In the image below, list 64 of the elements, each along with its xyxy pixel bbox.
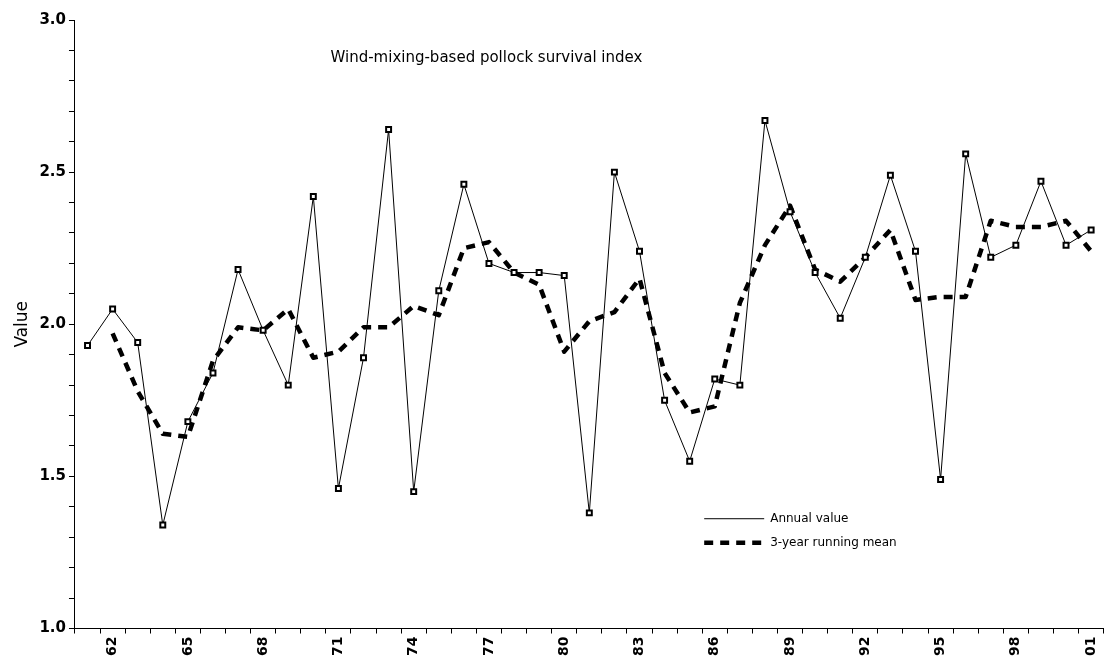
point [510,269,518,277]
x-tick-label: 95 [931,636,948,656]
x-tick-label: 65 [178,636,195,656]
point [711,375,719,383]
point [184,418,192,426]
point [912,247,919,255]
point [886,171,894,179]
legend-label: Annual value [770,510,849,525]
x-tick-label: 01 [1081,636,1098,656]
point [460,180,468,188]
y-tick-label: 2.0 [39,314,66,333]
point [937,475,945,483]
point [736,381,744,389]
x-tick-label: 86 [705,636,722,656]
y-tick-label: 1.5 [39,466,66,485]
y-tick-label: 1.0 [39,618,66,637]
point [159,521,167,529]
point [259,326,267,334]
y-tick-label: 2.5 [39,162,66,181]
x-tick-label: 98 [1006,636,1023,656]
x-tick-label: 92 [855,636,872,656]
point [309,193,317,200]
point [636,247,643,255]
x-tick-label: 62 [103,636,120,656]
point [1012,241,1020,249]
point [284,381,292,389]
point [410,488,418,496]
point [435,287,443,295]
point [1087,226,1095,234]
point [385,126,393,134]
point [987,253,995,261]
point [84,342,91,350]
point [786,208,794,216]
point [661,396,669,404]
point [360,354,367,362]
x-tick-label: 74 [404,636,421,656]
point [686,457,694,465]
x-tick-label: 68 [253,636,270,656]
x-tick-label: 80 [554,636,571,656]
point [610,168,618,176]
point [560,272,568,280]
legend-label: 3-year running mean [770,534,897,549]
x-tick-label: 71 [329,636,346,656]
point [209,369,217,377]
point [836,314,844,322]
point [1062,241,1070,249]
x-tick-label: 83 [630,636,647,656]
point [334,485,342,493]
x-tick-label: 77 [479,636,496,656]
point [811,269,819,277]
y-axis-title: Value [10,300,31,348]
point [109,305,117,313]
point [134,339,142,346]
text: Wind-mixing-based pollock survival index [330,47,643,66]
point [962,150,970,158]
point [585,509,593,517]
point [535,269,543,277]
x-tick-label: 89 [780,636,797,656]
point [485,259,493,267]
point [1037,177,1045,185]
point [234,266,242,273]
point [761,116,769,124]
y-tick-label: 3.0 [39,9,66,28]
point [861,253,869,261]
